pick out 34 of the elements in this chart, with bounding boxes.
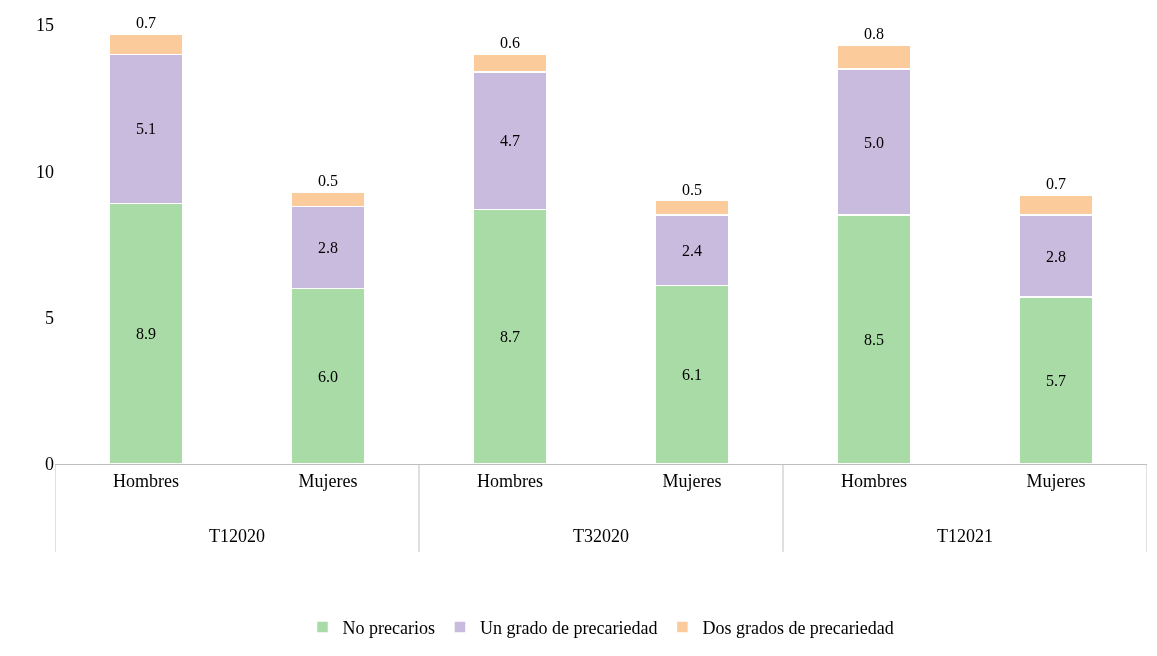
x-tick-label: Mujeres [1026, 470, 1086, 491]
y-tick-label: 5 [45, 307, 54, 328]
x-tick-label: Mujeres [298, 470, 358, 491]
data-label: 0.7 [136, 13, 156, 31]
data-label: 0.7 [1046, 174, 1066, 192]
x-tick-label: Hombres [477, 470, 543, 491]
x-tick-label: Hombres [841, 470, 907, 491]
data-label: 5.7 [1046, 372, 1066, 390]
data-label: 5.0 [864, 133, 884, 151]
y-tick-label: 15 [36, 15, 54, 36]
legend-label: Dos grados de precariedad [702, 618, 894, 639]
data-label: 8.9 [136, 325, 156, 343]
data-label: 8.5 [864, 331, 884, 349]
legend-label: Un grado de precariedad [479, 618, 658, 639]
legend-label: No precarios [342, 618, 435, 639]
data-label: 4.7 [500, 132, 520, 150]
text: T32020 [573, 526, 629, 546]
data-label: 6.1 [682, 366, 702, 384]
x-tick-label: Hombres [113, 470, 179, 491]
data-label: 0.8 [864, 25, 884, 43]
data-label: 6.0 [318, 367, 338, 385]
x-tick-label: Mujeres [662, 470, 722, 491]
text: T12021 [937, 526, 993, 546]
data-label: 8.7 [500, 328, 520, 346]
data-label: 5.1 [136, 120, 156, 138]
data-label: 2.4 [682, 241, 702, 259]
data-label: 0.6 [500, 34, 520, 52]
text: T12020 [209, 526, 265, 546]
data-label: 0.5 [682, 180, 702, 198]
data-label: 2.8 [318, 238, 338, 256]
y-tick-label: 10 [36, 161, 54, 182]
data-label: 0.5 [318, 171, 338, 189]
data-label: 2.8 [1046, 247, 1066, 265]
y-tick-label: 0 [45, 454, 54, 475]
